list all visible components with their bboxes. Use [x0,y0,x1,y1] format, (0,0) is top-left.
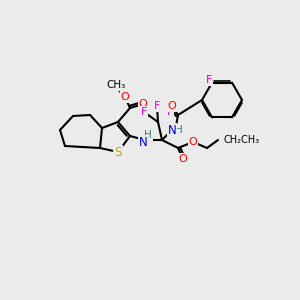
Text: H: H [144,130,152,140]
Text: CH₂CH₃: CH₂CH₃ [224,135,260,145]
Text: F: F [167,107,173,117]
Text: CH₃: CH₃ [106,80,126,90]
Text: O: O [168,101,176,111]
Text: H: H [175,125,183,135]
Text: O: O [121,92,129,102]
Text: F: F [141,107,147,117]
Text: O: O [139,99,147,109]
Text: N: N [139,136,147,148]
Text: O: O [178,154,188,164]
Text: N: N [168,124,176,136]
Text: S: S [114,146,122,158]
Text: F: F [206,75,212,85]
Text: F: F [154,101,160,111]
Text: O: O [189,137,197,147]
